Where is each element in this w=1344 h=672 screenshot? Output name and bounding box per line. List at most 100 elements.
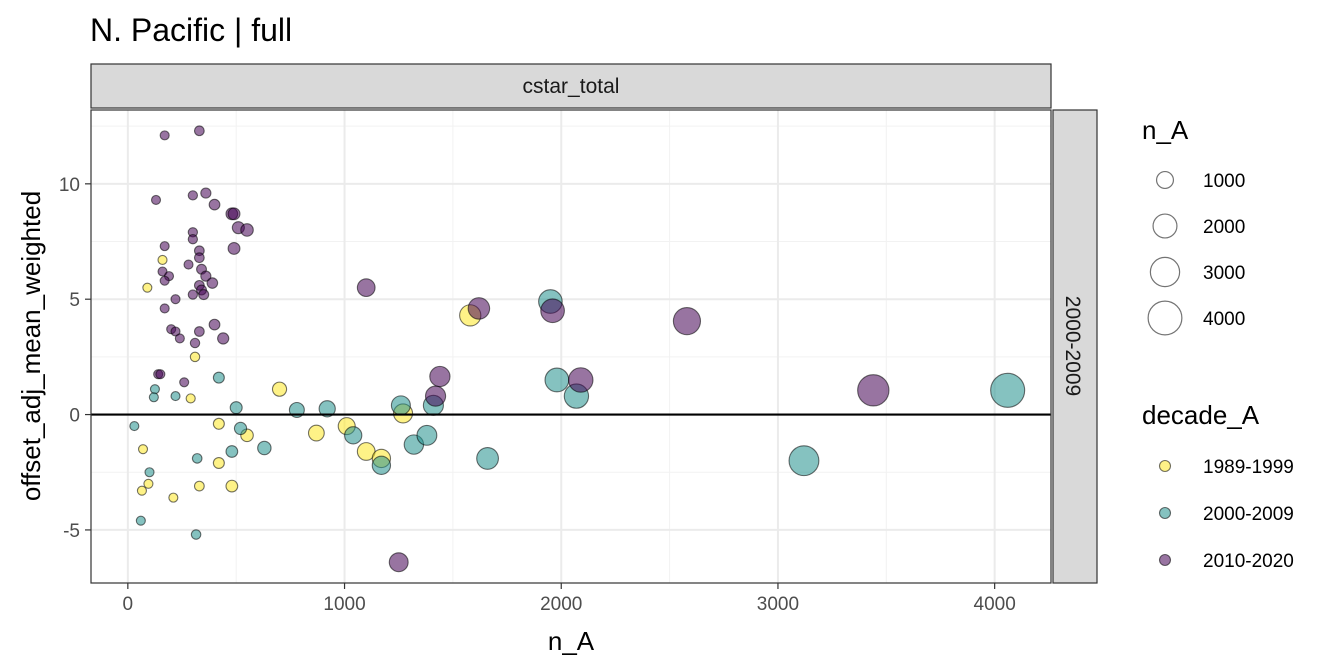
y-tick-label: 10 xyxy=(59,175,80,196)
size-legend: 1000 2000 3000 4000 xyxy=(1147,170,1245,336)
color-legend-label: 1989-1999 xyxy=(1203,457,1294,478)
data-point xyxy=(424,385,447,407)
data-point xyxy=(568,367,594,393)
data-point xyxy=(159,130,170,141)
data-point xyxy=(183,259,194,270)
data-point xyxy=(187,289,199,300)
x-axis: 0 1000 2000 3000 4000 xyxy=(123,583,1016,615)
data-point xyxy=(356,278,376,298)
y-axis: -5 0 5 10 xyxy=(59,175,91,542)
size-legend-key xyxy=(1155,170,1175,190)
facet-strip-top-label: cstar_total xyxy=(523,75,620,98)
data-point xyxy=(189,351,201,363)
data-point xyxy=(857,374,890,407)
data-point xyxy=(476,446,499,470)
data-point xyxy=(170,294,181,305)
data-point xyxy=(467,297,491,320)
data-point xyxy=(225,445,239,458)
color-legend-label: 2010-2020 xyxy=(1203,551,1294,572)
data-point xyxy=(189,337,201,349)
data-point xyxy=(200,270,212,282)
x-tick-label: 0 xyxy=(123,594,134,615)
x-tick-label: 4000 xyxy=(974,594,1016,615)
data-point xyxy=(208,318,221,331)
data-point xyxy=(191,453,203,464)
data-point xyxy=(193,252,205,264)
facet-strip-right xyxy=(1052,109,1098,584)
data-point xyxy=(788,445,820,477)
data-point xyxy=(185,393,196,404)
data-point xyxy=(206,277,219,289)
data-point xyxy=(129,421,140,432)
data-point xyxy=(170,391,181,402)
color-legend: 1989-1999 2000-2009 2010-2020 xyxy=(1158,457,1294,572)
data-point xyxy=(168,492,179,503)
data-point xyxy=(233,421,248,436)
size-legend-key xyxy=(1152,213,1178,239)
y-tick-label: -5 xyxy=(63,521,80,542)
data-point xyxy=(225,479,239,493)
data-point xyxy=(198,289,210,301)
size-legend-title: n_A xyxy=(1142,115,1189,145)
facet-strip-top xyxy=(90,63,1052,109)
data-point xyxy=(672,307,702,336)
data-point xyxy=(544,367,570,393)
data-point xyxy=(187,190,199,201)
data-point xyxy=(271,381,288,397)
color-legend-key xyxy=(1158,553,1172,567)
data-point xyxy=(229,401,243,415)
color-legend-title: decade_A xyxy=(1142,400,1260,430)
data-point xyxy=(416,424,438,446)
size-legend-key xyxy=(1149,256,1181,288)
data-point xyxy=(144,467,155,478)
data-point xyxy=(159,303,170,314)
data-point xyxy=(157,254,168,266)
data-point xyxy=(150,194,162,206)
data-point xyxy=(148,392,159,403)
x-tick-label: 1000 xyxy=(323,594,365,615)
size-legend-label: 2000 xyxy=(1203,217,1245,238)
plot-panel-border xyxy=(90,109,1052,584)
size-legend-label: 1000 xyxy=(1203,171,1245,192)
data-point xyxy=(257,440,272,456)
x-tick-label: 3000 xyxy=(757,594,799,615)
y-tick-label: 0 xyxy=(69,406,80,427)
data-point xyxy=(388,552,409,573)
color-legend-key xyxy=(1158,506,1172,520)
data-point xyxy=(212,417,225,430)
y-axis-title: offset_adj_mean_weighted xyxy=(16,191,46,501)
data-point xyxy=(136,485,147,496)
data-point xyxy=(307,424,325,442)
size-legend-label: 3000 xyxy=(1203,263,1245,284)
size-legend-label: 4000 xyxy=(1203,309,1245,330)
data-point xyxy=(227,207,241,221)
data-point xyxy=(371,455,392,476)
data-point xyxy=(540,298,565,324)
data-point xyxy=(217,332,230,345)
data-point xyxy=(135,515,146,526)
data-point xyxy=(990,372,1026,408)
data-point xyxy=(429,365,451,388)
data-point xyxy=(143,478,154,489)
data-point xyxy=(179,377,190,388)
data-point xyxy=(155,369,166,380)
data-point xyxy=(159,275,170,286)
data-point xyxy=(200,187,212,199)
data-point xyxy=(193,125,205,137)
data-point xyxy=(174,333,185,344)
data-point xyxy=(240,223,254,237)
data-point xyxy=(193,326,205,337)
data-point xyxy=(227,241,241,255)
size-legend-key xyxy=(1147,300,1183,336)
color-legend-key xyxy=(1158,459,1172,473)
data-point xyxy=(142,282,153,293)
data-point xyxy=(208,198,221,211)
chart-title: N. Pacific | full xyxy=(90,12,292,48)
y-tick-label: 5 xyxy=(69,290,80,311)
plot-panel xyxy=(91,110,1051,583)
data-point xyxy=(187,234,199,245)
data-point xyxy=(159,241,170,252)
data-point xyxy=(344,426,363,445)
data-point xyxy=(190,529,202,540)
